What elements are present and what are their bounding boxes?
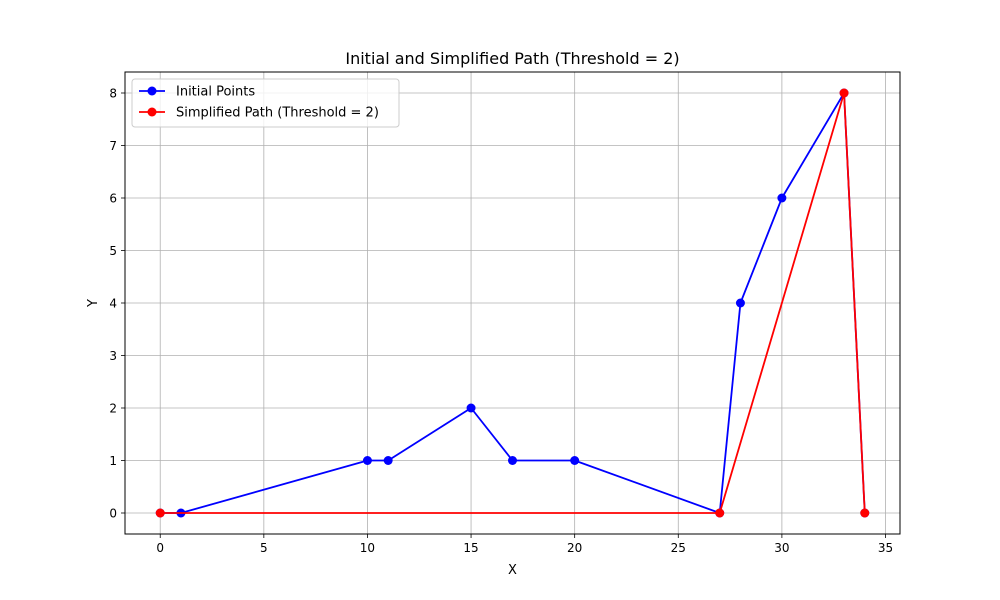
y-tick-label: 2 <box>109 402 117 416</box>
data-point-simplified-path-threshold-2 <box>860 508 870 518</box>
x-tick-label: 15 <box>463 541 478 555</box>
data-point-simplified-path-threshold-2 <box>839 88 849 98</box>
y-tick-label: 7 <box>109 139 117 153</box>
data-point-simplified-path-threshold-2 <box>715 508 725 518</box>
legend-marker-initial <box>147 86 157 96</box>
legend-label-simplified: Simplified Path (Threshold = 2) <box>176 106 379 121</box>
y-axis-label: Y <box>86 299 101 308</box>
x-tick-label: 0 <box>156 541 164 555</box>
y-tick-label: 5 <box>109 244 117 258</box>
y-tick-label: 1 <box>109 454 117 468</box>
series-line-initial-points <box>160 92 866 514</box>
x-tick-label: 10 <box>360 541 375 555</box>
legend-marker-simplified <box>147 107 157 117</box>
legend-item-simplified-path: Simplified Path (Threshold = 2) <box>139 106 379 121</box>
legend-item-initial-points: Initial Points <box>139 85 255 100</box>
grid-layer <box>125 72 900 534</box>
x-tick-label: 20 <box>567 541 582 555</box>
data-point-initial-points <box>777 193 787 203</box>
chart-title: Initial and Simplified Path (Threshold =… <box>345 49 679 68</box>
x-tick-label: 30 <box>774 541 789 555</box>
y-tick-label: 8 <box>109 87 117 101</box>
series-simplified-path-threshold-2 <box>155 88 870 518</box>
data-point-initial-points <box>508 456 517 465</box>
y-tick-label: 4 <box>109 297 117 311</box>
y-tick-label: 0 <box>109 507 117 521</box>
data-point-initial-points <box>362 456 372 465</box>
series-line-simplified-path-threshold-2 <box>160 92 866 514</box>
series-layer <box>155 88 870 518</box>
x-tick-label: 5 <box>260 541 268 555</box>
legend-box <box>131 78 400 128</box>
legend-label-initial: Initial Points <box>176 85 255 100</box>
x-axis-label: X <box>508 563 517 578</box>
x-tick-label: 35 <box>878 541 893 555</box>
data-point-initial-points <box>466 403 476 413</box>
x-tick-label: 25 <box>671 541 686 555</box>
data-point-initial-points <box>570 456 580 465</box>
tick-layer: 0 5 10 15 20 25 30 35 0 1 2 3 4 5 6 7 8 <box>109 87 893 556</box>
y-tick-label: 3 <box>109 349 117 363</box>
data-point-initial-points <box>735 298 745 308</box>
y-tick-label: 6 <box>109 192 117 206</box>
legend: Initial Points Simplified Path (Threshol… <box>131 78 400 128</box>
data-point-simplified-path-threshold-2 <box>155 508 165 518</box>
data-point-initial-points <box>383 456 393 465</box>
